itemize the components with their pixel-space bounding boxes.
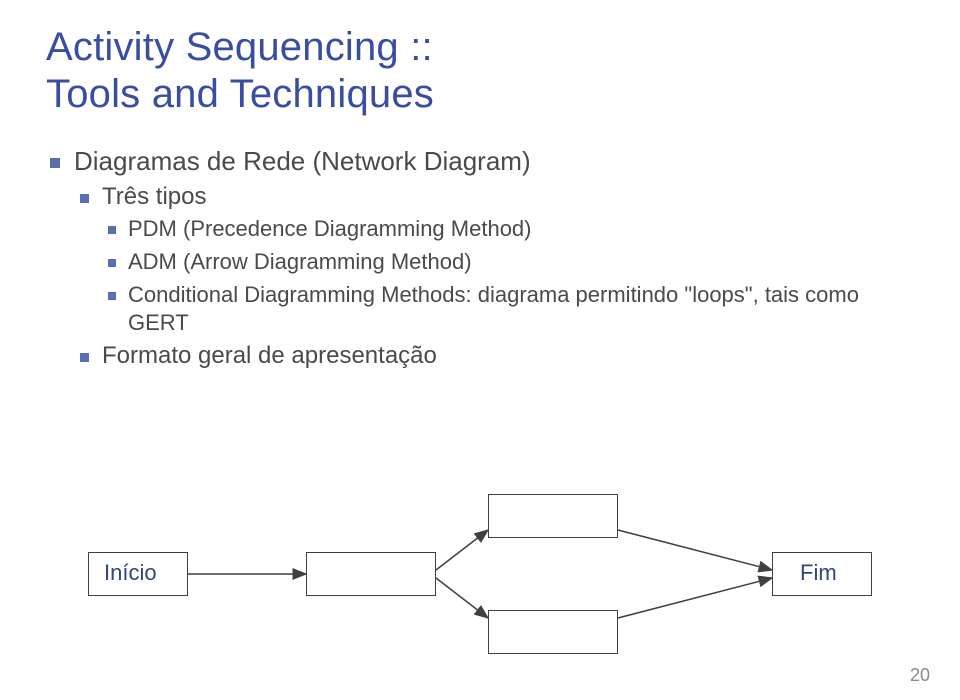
diagram-node-midL: [306, 552, 436, 596]
diagram-node-bottom: [488, 610, 618, 654]
bullet-text: ADM (Arrow Diagramming Method): [128, 249, 472, 274]
list-item: ADM (Arrow Diagramming Method): [102, 248, 914, 277]
page-title-line2: Tools and Techniques: [46, 71, 914, 118]
list-item: PDM (Precedence Diagramming Method): [102, 215, 914, 244]
page-number: 20: [910, 665, 930, 686]
bullet-text: Conditional Diagramming Methods: diagram…: [128, 282, 859, 336]
diagram-node-top: [488, 494, 618, 538]
bullet-text: Formato geral de apresentação: [102, 342, 437, 369]
list-item: Três tipos PDM (Precedence Diagramming M…: [74, 183, 914, 337]
list-item: Diagramas de Rede (Network Diagram) Três…: [46, 146, 914, 369]
diagram-end-label: Fim: [800, 560, 837, 586]
bullet-list: Diagramas de Rede (Network Diagram) Três…: [46, 146, 914, 369]
bullet-text: Diagramas de Rede (Network Diagram): [74, 146, 531, 176]
diagram-start-label: Início: [104, 560, 157, 586]
network-diagram: Início Fim: [0, 490, 960, 660]
list-item: Conditional Diagramming Methods: diagram…: [102, 281, 914, 338]
bullet-text: Três tipos: [102, 183, 206, 210]
page-title-line1: Activity Sequencing ::: [46, 24, 914, 71]
list-item: Formato geral de apresentação: [74, 342, 914, 370]
bullet-text: PDM (Precedence Diagramming Method): [128, 216, 532, 241]
